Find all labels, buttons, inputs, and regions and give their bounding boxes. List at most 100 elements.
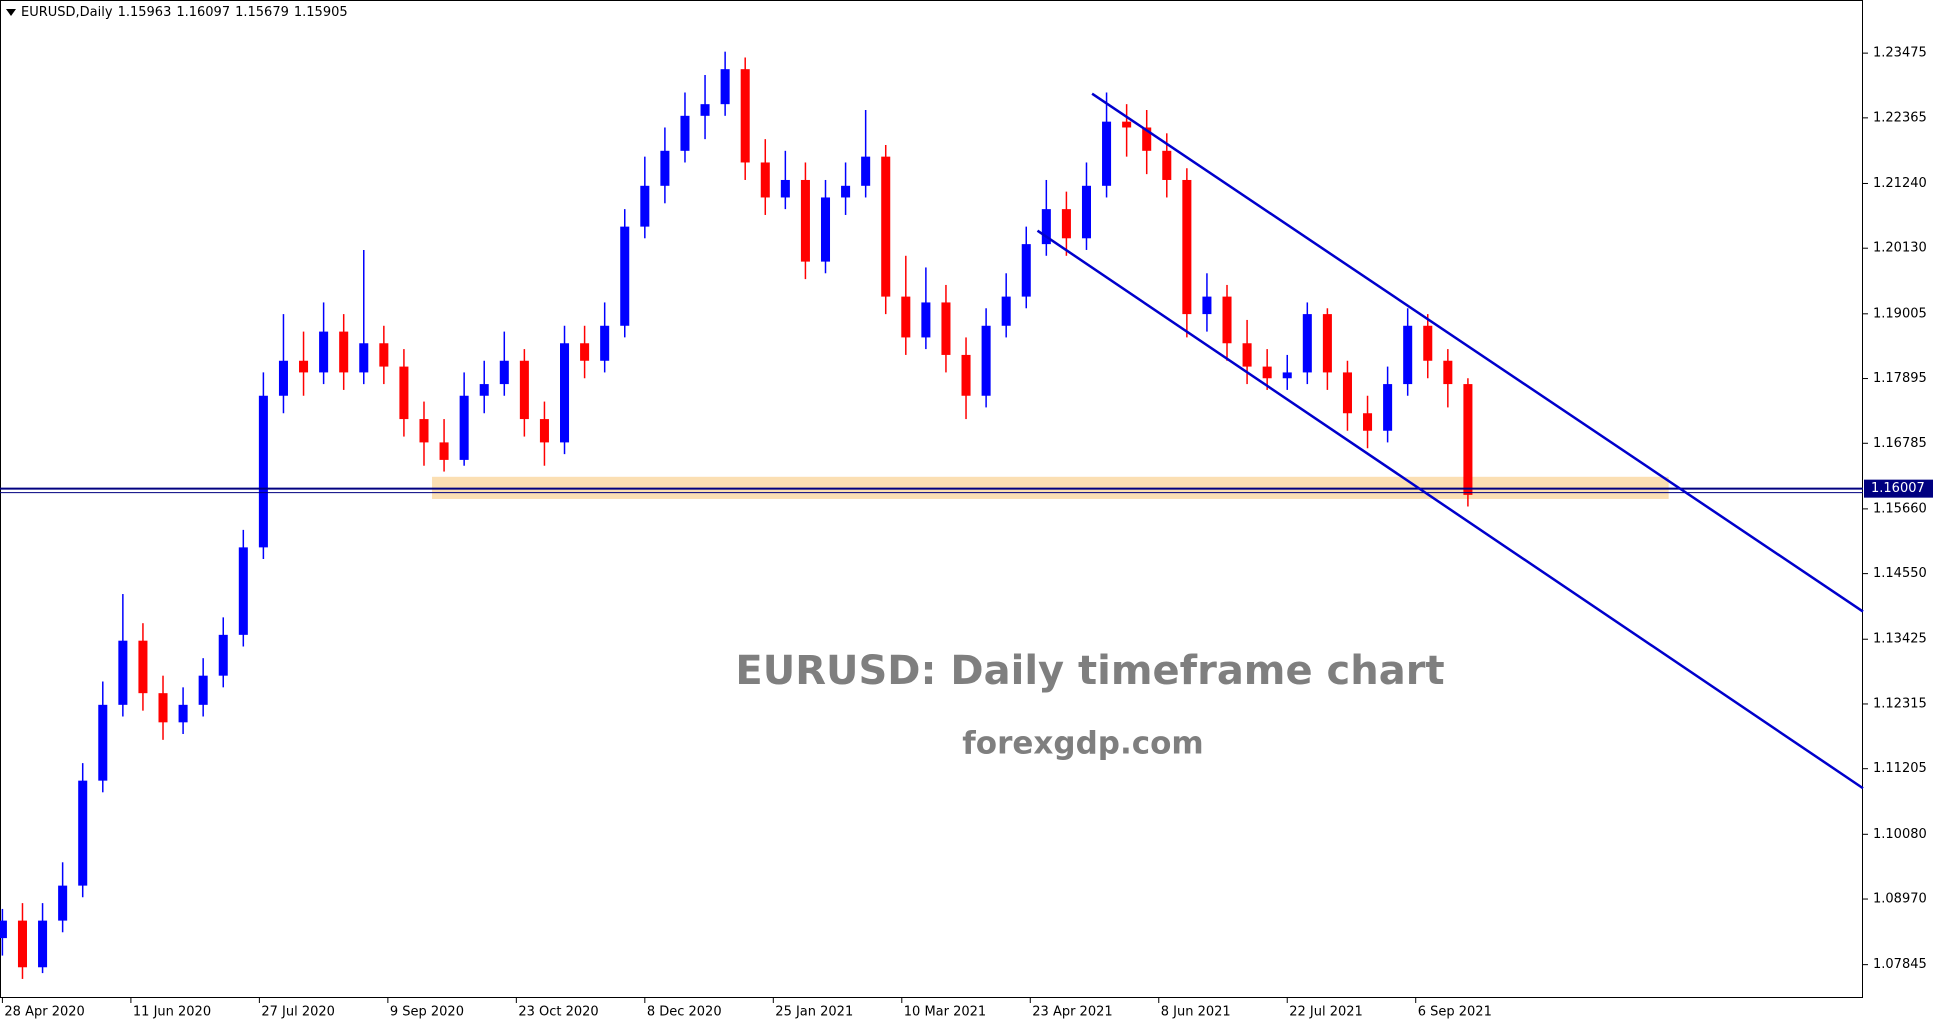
y-tick-label: 1.16785: [1873, 436, 1927, 451]
channel-line: [1036, 229, 1864, 790]
candle-body: [1202, 296, 1212, 315]
candle-body: [419, 419, 429, 443]
candle-body: [439, 442, 449, 460]
candle-body: [1182, 179, 1192, 315]
candle-body: [1423, 325, 1433, 361]
y-tick-label: 1.21240: [1873, 176, 1927, 191]
candle-body: [780, 179, 790, 198]
x-tick-label: 22 Jul 2021: [1289, 1005, 1363, 1020]
candle-body: [0, 920, 7, 939]
candle-body: [740, 69, 750, 163]
candle-body: [800, 179, 810, 262]
candle-body: [519, 360, 529, 420]
candle-body: [1302, 314, 1312, 373]
candle-body: [1021, 244, 1031, 297]
candle-body: [1282, 372, 1292, 379]
candle-body: [359, 343, 369, 373]
candle-body: [38, 920, 48, 968]
candle-body: [1342, 372, 1352, 414]
y-tick-label: 1.23475: [1873, 46, 1927, 61]
candle-body: [861, 156, 871, 186]
candle-body: [901, 296, 911, 338]
candle-body: [700, 104, 710, 116]
candle-body: [941, 302, 951, 355]
header-close: 1.15905: [293, 5, 348, 20]
candle-body: [981, 325, 991, 396]
candle-body: [1122, 121, 1132, 128]
candle-body: [881, 156, 891, 297]
candle-body: [961, 354, 971, 396]
x-tick-label: 28 Apr 2020: [4, 1005, 84, 1020]
y-tick-label: 1.20130: [1873, 241, 1927, 256]
candle-body: [1403, 325, 1413, 385]
y-tick-label: 1.13425: [1873, 632, 1927, 647]
candle-body: [178, 704, 188, 723]
candle-body: [1222, 296, 1232, 344]
candle-body: [1383, 384, 1393, 431]
candle-body: [1142, 127, 1152, 151]
candle-body: [720, 69, 730, 105]
candle-body: [1242, 343, 1252, 367]
candle-body: [580, 343, 590, 361]
candle-body: [58, 885, 68, 921]
y-tick-label: 1.15660: [1873, 501, 1927, 516]
x-tick-label: 27 Jul 2020: [261, 1005, 335, 1020]
candle-body: [1262, 366, 1272, 379]
candle-body: [560, 343, 570, 443]
y-tick-label: 1.07845: [1873, 957, 1927, 972]
candle-body: [1463, 384, 1473, 495]
candle-body: [620, 226, 630, 326]
candle-body: [98, 704, 108, 781]
candle-body: [1081, 185, 1091, 239]
candle-body: [1041, 209, 1051, 245]
candle-body: [158, 693, 168, 723]
header-low: 1.15679: [235, 5, 289, 20]
y-tick-label: 1.10080: [1873, 827, 1927, 842]
candle-body: [198, 675, 208, 705]
header-open: 1.15963: [117, 5, 172, 20]
y-tick-label: 1.19005: [1873, 306, 1927, 321]
watermark-title: EURUSD: Daily timeframe chart: [735, 648, 1444, 694]
watermark-subtitle: forexgdp.com: [962, 726, 1203, 762]
x-tick-label: 8 Dec 2020: [647, 1005, 722, 1020]
candle-body: [1322, 314, 1332, 373]
y-tick-label: 1.08970: [1873, 892, 1927, 907]
candle-body: [118, 640, 128, 705]
x-tick-label: 23 Oct 2020: [518, 1005, 598, 1020]
x-tick-label: 6 Sep 2021: [1418, 1005, 1492, 1020]
candle-body: [339, 331, 349, 373]
candle-body: [1102, 121, 1112, 186]
candle-body: [499, 360, 509, 385]
candle-body: [1363, 413, 1373, 431]
candle-body: [17, 920, 28, 968]
candle-body: [218, 634, 228, 676]
x-tick-label: 11 Jun 2020: [133, 1005, 211, 1020]
candle-body: [539, 419, 549, 443]
candle-body: [1061, 209, 1071, 239]
candle-body: [399, 366, 409, 420]
candle-body: [278, 360, 288, 396]
candle-body: [258, 395, 268, 548]
candle-body: [680, 115, 690, 151]
x-tick-label: 10 Mar 2021: [904, 1005, 986, 1020]
candle-body: [138, 640, 148, 694]
plot-frame: [0, 0, 1863, 998]
y-tick-label: 1.11205: [1873, 761, 1927, 776]
candle-body: [1001, 296, 1011, 326]
x-tick-label: 8 Jun 2021: [1161, 1005, 1231, 1020]
candle-body: [299, 360, 309, 373]
y-tick-label: 1.22365: [1873, 110, 1927, 125]
y-tick-label: 1.17895: [1873, 371, 1927, 386]
candle-body: [841, 185, 851, 198]
candle-body: [640, 185, 650, 227]
candle-body: [820, 197, 831, 262]
candle-body: [479, 384, 489, 396]
candle-body: [1162, 150, 1172, 180]
y-tick-label: 1.14550: [1873, 566, 1927, 581]
y-tick-label: 1.12315: [1873, 696, 1927, 711]
chart-header: EURUSD,Daily 1.15963 1.16097 1.15679 1.15905: [6, 5, 353, 20]
candle-body: [660, 150, 670, 186]
candle-body: [238, 547, 248, 635]
